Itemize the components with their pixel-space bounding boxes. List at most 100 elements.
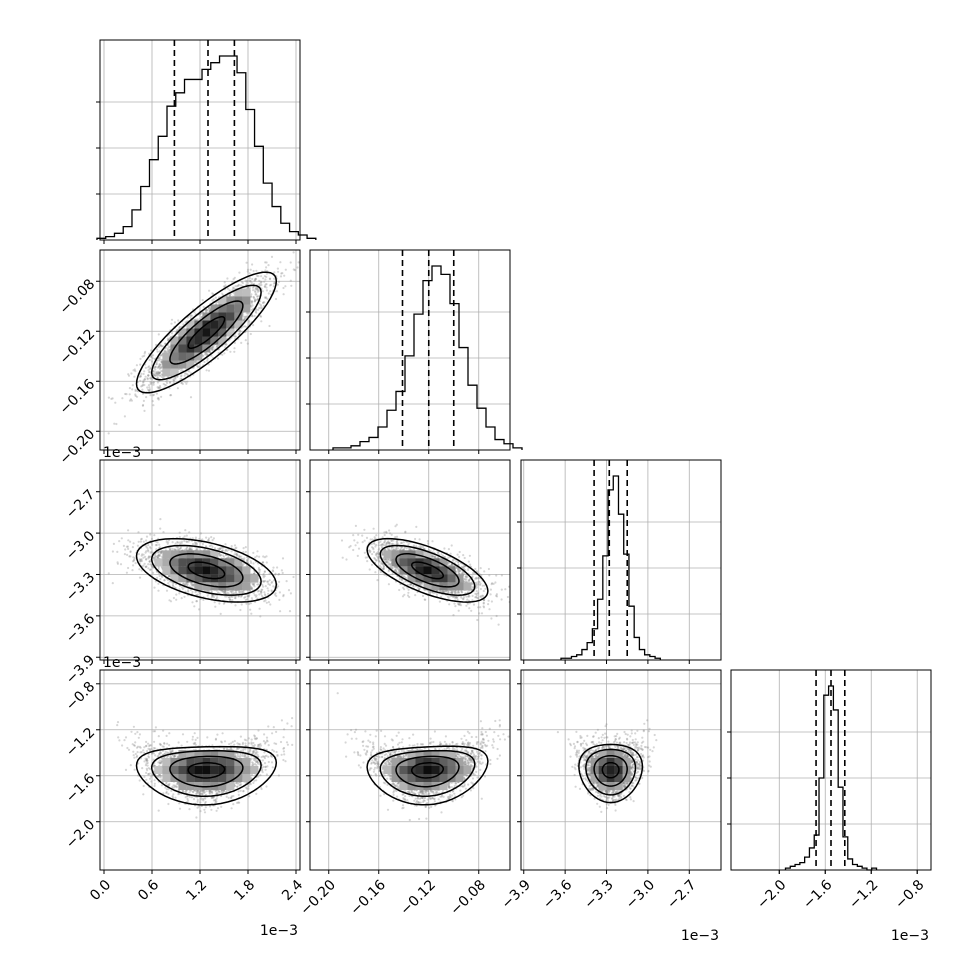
sample-point xyxy=(135,395,139,398)
sample-point xyxy=(177,548,180,551)
sample-point xyxy=(148,556,151,559)
sample-point xyxy=(147,384,150,387)
sample-point xyxy=(142,379,145,382)
sample-point xyxy=(259,590,263,593)
sample-point xyxy=(178,535,181,539)
sample-point xyxy=(158,363,161,366)
sample-point xyxy=(230,545,233,548)
sample-point xyxy=(147,389,151,392)
density-cell xyxy=(210,312,219,321)
sample-point xyxy=(140,554,143,557)
sample-point xyxy=(207,590,210,593)
sample-point xyxy=(270,590,273,593)
sample-point xyxy=(206,594,209,597)
sample-point xyxy=(263,280,266,283)
sample-point xyxy=(157,550,160,553)
sample-point xyxy=(182,582,186,586)
sample-point xyxy=(277,280,281,283)
sample-point xyxy=(137,553,140,556)
sample-point xyxy=(234,604,237,607)
sample-point xyxy=(152,383,155,386)
sample-point xyxy=(180,597,183,600)
density-cell xyxy=(242,288,251,297)
sample-point xyxy=(255,269,258,272)
density-cell xyxy=(234,320,243,329)
sample-point xyxy=(152,404,155,407)
sample-point xyxy=(158,374,161,377)
sample-point xyxy=(246,270,249,273)
sample-point xyxy=(227,592,230,595)
sample-point xyxy=(224,591,227,594)
sample-point xyxy=(211,299,214,302)
sample-point xyxy=(187,540,190,543)
sample-point xyxy=(252,551,255,555)
sample-point xyxy=(152,393,155,396)
sample-point xyxy=(248,277,251,280)
sample-point xyxy=(150,565,153,568)
sample-point xyxy=(169,394,173,397)
sample-point xyxy=(156,366,159,369)
sample-point xyxy=(168,345,171,348)
sample-point xyxy=(259,615,262,618)
sample-point xyxy=(191,590,194,594)
density-cell xyxy=(170,336,179,345)
sample-point xyxy=(245,280,248,283)
sample-point xyxy=(111,397,114,400)
sample-point xyxy=(180,381,183,385)
sample-point xyxy=(238,332,241,335)
sample-point xyxy=(274,572,277,575)
sample-point xyxy=(252,295,255,299)
sample-point xyxy=(264,269,267,272)
sample-point xyxy=(153,374,156,377)
sample-point xyxy=(162,531,165,534)
sample-point xyxy=(155,372,158,375)
sample-point xyxy=(256,295,259,298)
sample-point xyxy=(155,392,158,395)
sample-point xyxy=(147,374,150,377)
sample-point xyxy=(176,541,180,544)
sample-point xyxy=(142,403,145,407)
sample-point xyxy=(228,598,232,601)
sample-point xyxy=(134,562,137,565)
sample-point xyxy=(278,580,281,584)
sample-point xyxy=(160,550,163,554)
sample-point xyxy=(221,549,224,552)
sample-point xyxy=(132,369,135,372)
sample-point xyxy=(204,353,207,356)
sample-point xyxy=(211,594,214,598)
sample-point xyxy=(147,374,150,377)
sample-point xyxy=(210,544,213,547)
sample-point xyxy=(229,590,232,593)
sample-point xyxy=(253,314,256,318)
sample-point xyxy=(146,386,149,389)
density-cell xyxy=(162,352,171,361)
sample-point xyxy=(212,298,215,301)
sample-point xyxy=(116,550,119,554)
sample-point xyxy=(268,324,271,328)
sample-point xyxy=(143,383,146,387)
sample-point xyxy=(243,317,246,320)
sample-point xyxy=(216,345,219,348)
sample-point xyxy=(268,579,271,582)
sample-point xyxy=(174,542,177,545)
sample-point xyxy=(156,556,159,559)
density-cell xyxy=(226,320,235,329)
sample-point xyxy=(185,372,188,375)
sample-point xyxy=(268,583,271,587)
sample-point xyxy=(159,550,162,553)
sample-point xyxy=(231,280,234,284)
sample-point xyxy=(252,583,255,586)
sample-point xyxy=(158,366,161,369)
sample-point xyxy=(154,580,157,583)
sample-point xyxy=(158,365,161,368)
sample-point xyxy=(254,595,257,598)
sample-point xyxy=(257,275,260,278)
sample-point xyxy=(148,560,152,563)
sample-point xyxy=(147,563,150,566)
sample-point xyxy=(259,280,262,283)
sample-point xyxy=(257,566,260,570)
sample-point xyxy=(273,593,277,596)
sample-point xyxy=(139,560,142,563)
sample-point xyxy=(303,254,305,256)
sample-point xyxy=(240,280,243,283)
